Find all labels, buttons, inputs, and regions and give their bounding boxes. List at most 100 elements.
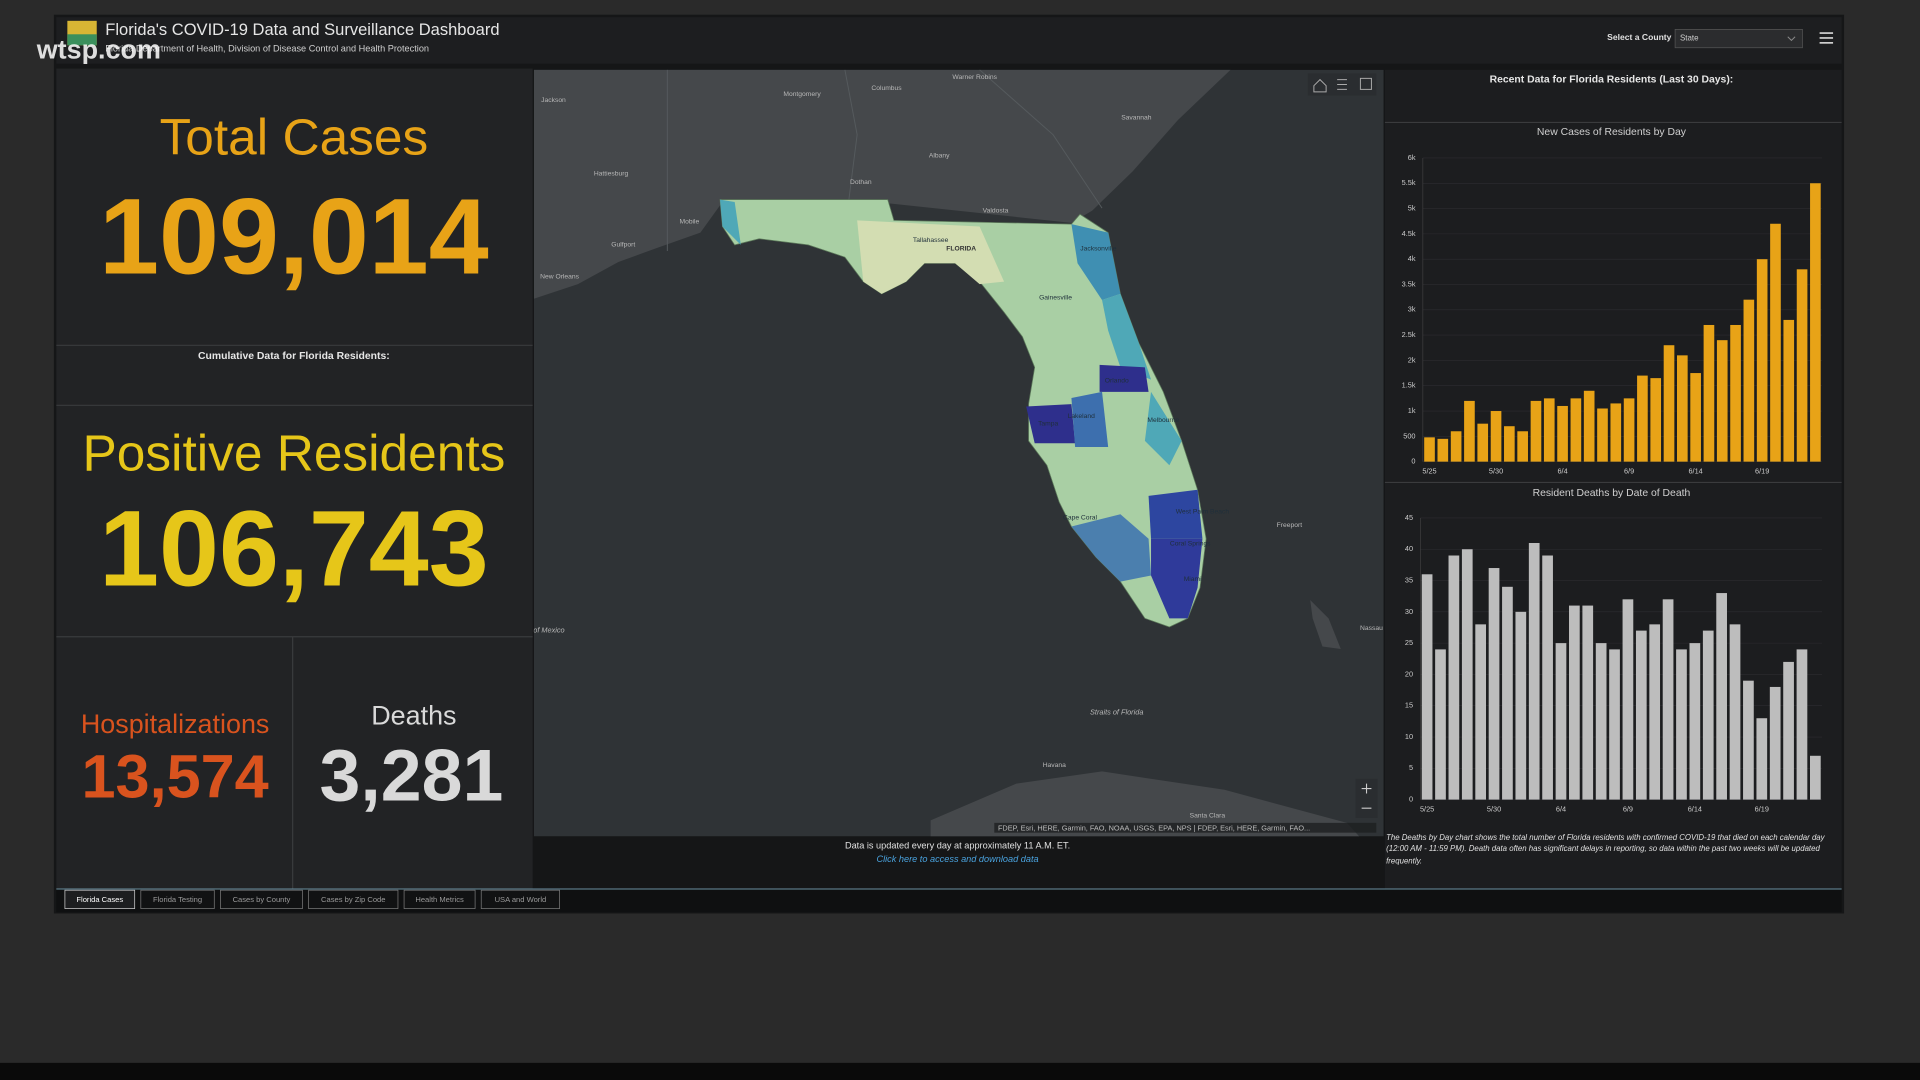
county-select[interactable] <box>1674 29 1803 49</box>
x-tick-label: 6/9 <box>1624 466 1634 475</box>
bar <box>1477 423 1489 462</box>
map-label: Jacksonville <box>1080 245 1116 252</box>
county-group <box>1102 293 1152 380</box>
total-cases-value: 109,014 <box>99 175 489 296</box>
bar <box>1637 375 1648 462</box>
bar <box>1703 324 1715 462</box>
map-label: Tallahassee <box>913 237 949 244</box>
county-miami-dade <box>1151 538 1203 619</box>
x-tick-label: 5/25 <box>1420 804 1434 813</box>
map-label: Miami <box>1184 576 1202 583</box>
y-tick-label: 6k <box>1408 153 1416 162</box>
bar <box>1609 649 1620 800</box>
map-labels: Jackson Montgomery Columbus Warner Robins Sa… <box>534 74 1383 819</box>
bar <box>1488 568 1500 800</box>
bar <box>1770 223 1781 462</box>
bar <box>1663 345 1675 462</box>
home-icon[interactable] <box>1313 78 1327 93</box>
y-tick-label: 20 <box>1405 669 1413 678</box>
tab-label[interactable]: Cases by County <box>233 895 291 904</box>
bar <box>1542 555 1553 800</box>
chart-title: New Cases of Residents by Day <box>1537 127 1687 138</box>
positive-residents-label: Positive Residents <box>82 423 505 481</box>
bar <box>1504 426 1515 462</box>
county-label: Select a County <box>1607 32 1671 42</box>
map-label: Albany <box>929 152 950 159</box>
tab-label[interactable]: Health Metrics <box>415 895 464 904</box>
bar <box>1677 355 1688 462</box>
tab[interactable] <box>480 889 560 909</box>
watermark: wtsp.com <box>36 35 161 65</box>
bar <box>1528 542 1540 800</box>
header-subtitle: Florida Department of Health, Division o… <box>105 43 429 53</box>
y-tick-label: 3.5k <box>1402 279 1416 288</box>
tab[interactable] <box>140 889 215 909</box>
tab-label[interactable]: Cases by Zip Code <box>321 895 385 904</box>
positive-residents-value: 106,743 <box>99 488 489 609</box>
map-label: Hattiesburg <box>594 171 629 178</box>
y-tick-label: 5k <box>1408 204 1416 213</box>
zoom-bar <box>1355 778 1378 818</box>
cumulative-label: Cumulative Data for Florida Residents: <box>198 351 390 362</box>
x-tick-label: 6/4 <box>1557 466 1567 475</box>
tab-label[interactable]: Florida Cases <box>76 895 123 904</box>
map-label: Straits of Florida <box>1090 708 1143 717</box>
y-tick-label: 10 <box>1405 732 1413 741</box>
zoom-in[interactable] <box>1361 783 1372 794</box>
attribution-bar <box>994 822 1377 833</box>
map-label: Jackson <box>541 97 566 104</box>
map-label: Santa Clara <box>1190 812 1226 819</box>
map-label: Columbus <box>871 85 902 92</box>
grid-icon[interactable] <box>1359 77 1372 90</box>
y-tick-label: 500 <box>1403 431 1415 440</box>
header-title: Florida's COVID-19 Data and Surveillance… <box>105 20 499 39</box>
x-tick-label: 6/19 <box>1755 466 1769 475</box>
kpi-panel <box>56 68 533 889</box>
charts: New Cases of Residents by Day 0 500 1k 1.5k 2… <box>1402 127 1823 813</box>
bar <box>1796 649 1808 800</box>
bar <box>1676 649 1687 800</box>
tab[interactable] <box>308 889 399 909</box>
tab[interactable] <box>220 889 303 909</box>
bar <box>1689 643 1701 800</box>
y-tick-label: 0 <box>1411 457 1415 466</box>
tab-label[interactable]: USA and World <box>495 895 547 904</box>
bar <box>1729 624 1741 800</box>
tabs: Florida Cases Florida Testing Cases by Cou… <box>64 889 560 909</box>
y-tick-label: 15 <box>1405 701 1413 710</box>
map-label: Gainesville <box>1039 294 1072 301</box>
deaths-value: 3,281 <box>320 734 504 817</box>
bar <box>1583 390 1595 462</box>
bar <box>1622 599 1634 800</box>
select-caret <box>1787 36 1796 42</box>
logo-band <box>67 34 97 46</box>
land-bahamas <box>1310 600 1341 649</box>
bar <box>1635 630 1647 800</box>
tab-label[interactable]: Florida Testing <box>153 895 202 904</box>
tab[interactable] <box>403 889 476 909</box>
data-link[interactable]: Click here to access and download data <box>876 854 1038 864</box>
county-orlando <box>1099 364 1149 392</box>
map-label: Havana <box>1043 762 1066 769</box>
bar <box>1464 400 1475 462</box>
bar <box>1450 431 1462 462</box>
map-label: New Orleans <box>540 274 579 281</box>
tab[interactable] <box>64 889 136 909</box>
map-label: Cape Coral <box>1063 515 1097 522</box>
map-label: Montgomery <box>783 91 821 98</box>
bar <box>1557 405 1568 462</box>
y-tick-label: 5 <box>1409 763 1413 772</box>
map-tools[interactable] <box>1307 73 1378 818</box>
bar <box>1437 438 1449 462</box>
map[interactable]: Jackson Montgomery Columbus Warner Robins Sa… <box>518 69 1384 837</box>
map-label: West Palm Beach <box>1176 509 1230 516</box>
bar <box>1448 555 1460 800</box>
bar <box>1597 408 1608 462</box>
x-tick-label: 6/14 <box>1688 466 1702 475</box>
bar <box>1490 411 1502 462</box>
menu-icon[interactable] <box>1819 32 1834 44</box>
list-icon[interactable] <box>1337 79 1347 90</box>
y-tick-label: 45 <box>1405 513 1413 522</box>
bar <box>1475 624 1487 800</box>
